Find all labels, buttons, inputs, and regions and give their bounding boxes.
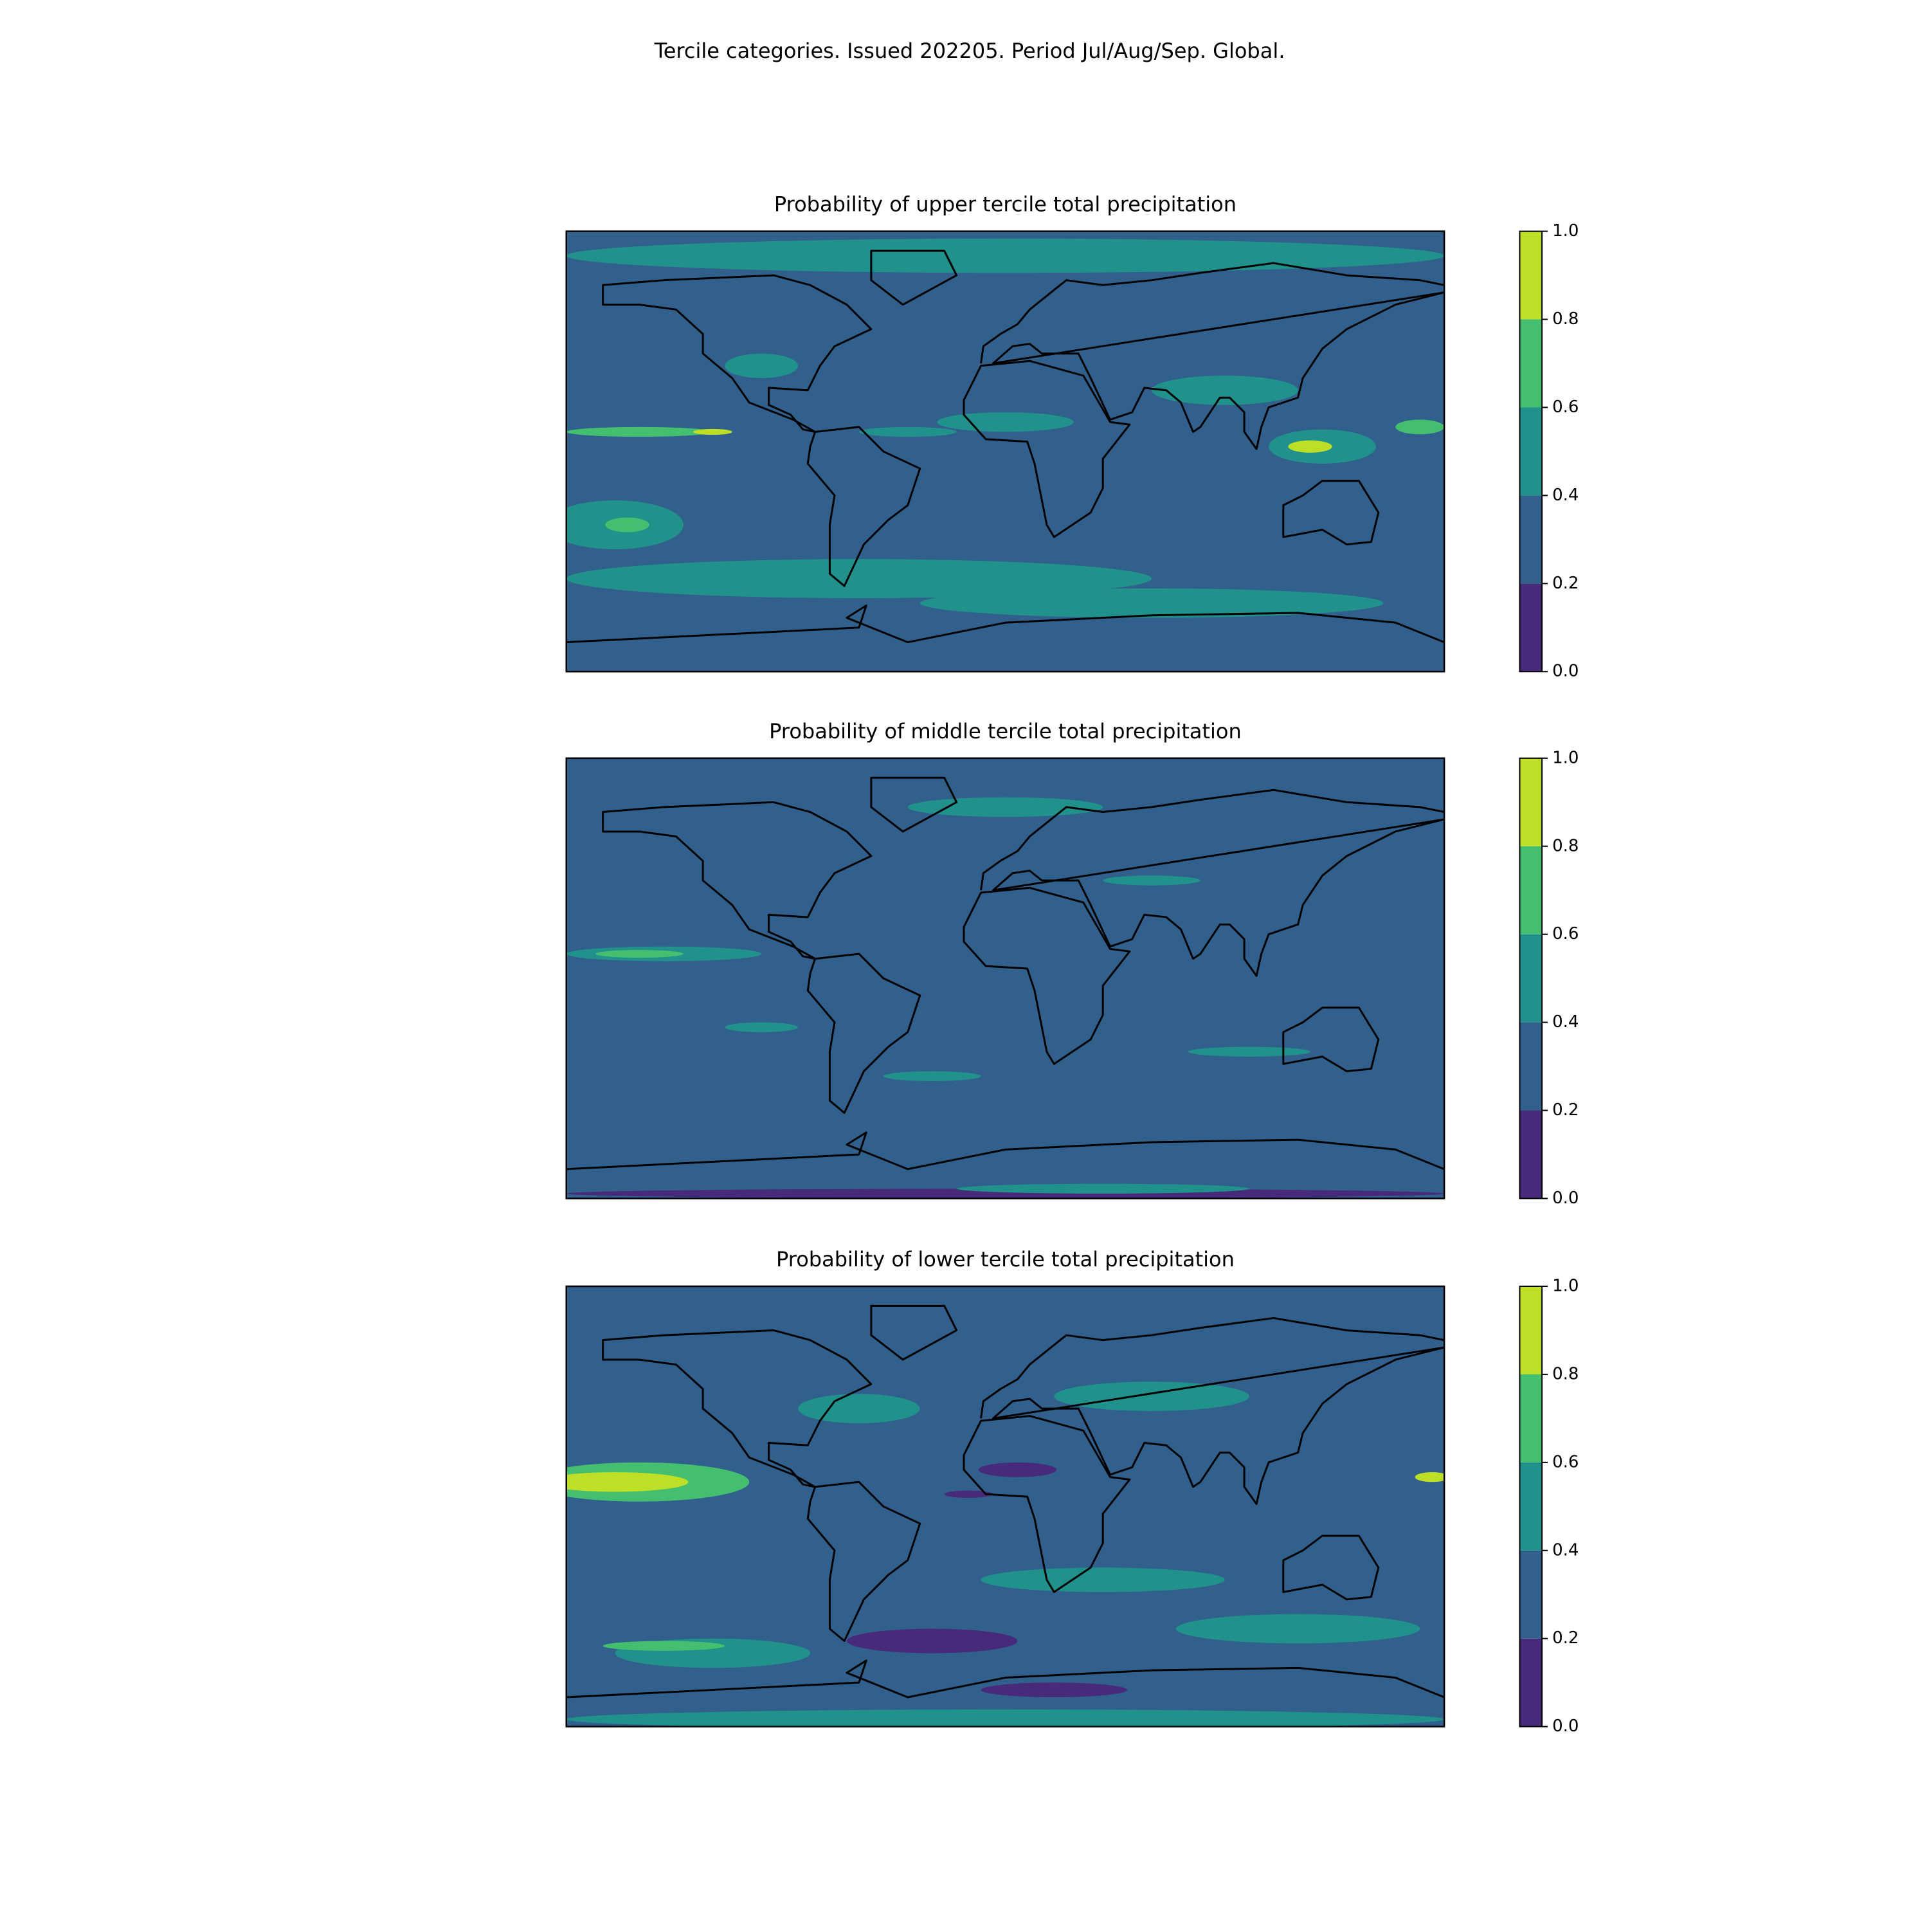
colorbar-tick-label: 0.8 bbox=[1552, 836, 1579, 855]
colorbar-tick-label: 1.0 bbox=[1552, 221, 1579, 241]
colorbar-tick-label: 0.6 bbox=[1552, 397, 1579, 417]
colorbar-tick-label: 1.0 bbox=[1552, 1277, 1579, 1296]
map-frame bbox=[565, 757, 1445, 1199]
colorbar-tick-label: 0.4 bbox=[1552, 1540, 1579, 1560]
colorbar-frame bbox=[1519, 757, 1543, 1199]
colorbar-tick-label: 1.0 bbox=[1552, 748, 1579, 767]
colorbar-segment bbox=[1519, 495, 1543, 584]
colorbar-tick-label: 0.6 bbox=[1552, 1452, 1579, 1472]
colorbar-segment bbox=[1519, 934, 1543, 1023]
colorbar-frame bbox=[1519, 1286, 1543, 1727]
map-frame bbox=[565, 1285, 1445, 1727]
panel-title: Probability of lower tercile total preci… bbox=[776, 1247, 1235, 1271]
panel-title: Probability of middle tercile total prec… bbox=[769, 719, 1242, 743]
map-frame bbox=[565, 230, 1445, 673]
colorbar-tick-label: 0.2 bbox=[1552, 574, 1579, 593]
colorbar-tick-label: 0.0 bbox=[1552, 1189, 1579, 1208]
map bbox=[566, 231, 1444, 672]
colorbar-segment bbox=[1519, 1638, 1543, 1727]
colorbar-frame bbox=[1519, 230, 1543, 673]
colorbar-tick-label: 0.6 bbox=[1552, 924, 1579, 943]
figure-title: Tercile categories. Issued 202205. Perio… bbox=[654, 39, 1285, 63]
colorbar-tick-label: 0.8 bbox=[1552, 309, 1579, 329]
colorbar-segment bbox=[1519, 319, 1543, 408]
colorbar-segment bbox=[1519, 231, 1543, 320]
colorbar-segment bbox=[1519, 1374, 1543, 1463]
map bbox=[566, 1286, 1445, 1727]
colorbar-tick-label: 0.4 bbox=[1552, 1012, 1579, 1032]
colorbar-segment bbox=[1519, 1286, 1543, 1374]
colorbar-segment bbox=[1519, 1022, 1543, 1111]
panel-title: Probability of upper tercile total preci… bbox=[774, 192, 1236, 217]
map bbox=[566, 758, 1444, 1199]
colorbar-segment bbox=[1519, 1110, 1543, 1199]
colorbar-segment bbox=[1519, 1462, 1543, 1551]
colorbar-segment bbox=[1519, 758, 1543, 846]
colorbar-tick-label: 0.2 bbox=[1552, 1628, 1579, 1648]
colorbar-tick-label: 0.2 bbox=[1552, 1100, 1579, 1120]
colorbar-tick-label: 0.8 bbox=[1552, 1364, 1579, 1383]
colorbar-tick-label: 0.4 bbox=[1552, 486, 1579, 505]
colorbar-tick-label: 0.0 bbox=[1552, 662, 1579, 681]
colorbar-segment bbox=[1519, 407, 1543, 496]
colorbar-segment bbox=[1519, 1550, 1543, 1639]
colorbar-segment bbox=[1519, 583, 1543, 672]
colorbar-tick-label: 0.0 bbox=[1552, 1717, 1579, 1736]
colorbar-segment bbox=[1519, 846, 1543, 934]
